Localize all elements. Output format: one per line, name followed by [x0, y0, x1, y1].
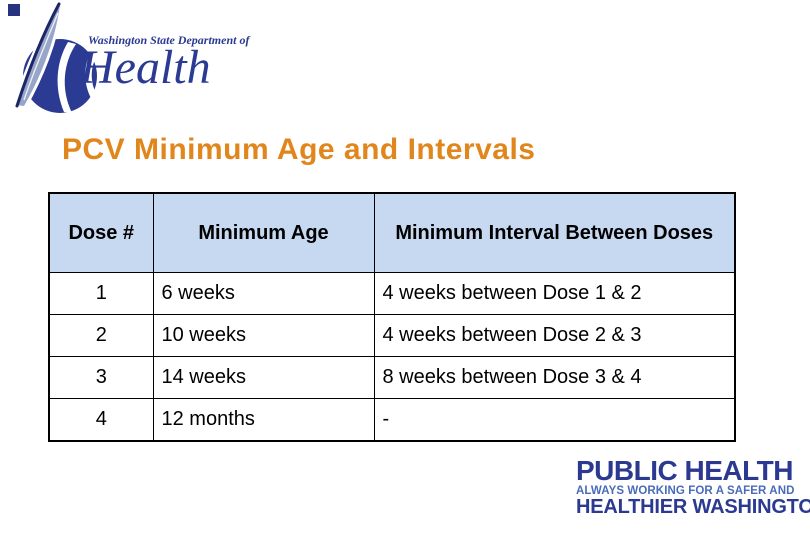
table-header-minimum-age: Minimum Age — [152, 192, 375, 273]
cell-minimum-interval: - — [373, 398, 736, 442]
cell-minimum-age: 6 weeks — [152, 272, 375, 315]
slide-title: PCV Minimum Age and Intervals — [62, 133, 536, 166]
table-header-row: Dose # Minimum Age Minimum Interval Betw… — [48, 192, 736, 273]
doh-logo-department-text: Washington State Department of — [88, 33, 250, 47]
cell-minimum-interval: 4 weeks between Dose 2 & 3 — [373, 314, 736, 357]
cell-minimum-age: 10 weeks — [152, 314, 375, 357]
dose-table: Dose # Minimum Age Minimum Interval Betw… — [48, 192, 736, 442]
public-health-logo-tagline: ALWAYS WORKING FOR A SAFER AND — [576, 485, 795, 497]
logo-swoosh2-icon — [85, 50, 97, 100]
corner-square-icon — [8, 4, 20, 16]
doh-logo-health-text: Health — [80, 41, 211, 94]
cell-minimum-interval: 4 weeks between Dose 1 & 2 — [373, 272, 736, 315]
table-row: 3 14 weeks 8 weeks between Dose 3 & 4 — [48, 356, 736, 399]
cell-minimum-interval: 8 weeks between Dose 3 & 4 — [373, 356, 736, 399]
cell-minimum-age: 14 weeks — [152, 356, 375, 399]
feather-edge-icon — [15, 2, 61, 108]
table-row: 4 12 months - — [48, 398, 736, 442]
feather-shaft-icon — [23, 12, 59, 101]
cell-dose-number: 2 — [48, 314, 154, 357]
cell-dose-number: 3 — [48, 356, 154, 399]
public-health-logo-subtitle: HEALTHIER WASHINGTON — [576, 496, 810, 518]
table-row: 1 6 weeks 4 weeks between Dose 1 & 2 — [48, 272, 736, 315]
cell-dose-number: 4 — [48, 398, 154, 442]
doh-logo: Washington State Department of Health — [0, 0, 260, 120]
table-row: 2 10 weeks 4 weeks between Dose 2 & 3 — [48, 314, 736, 357]
table-header-minimum-interval: Minimum Interval Between Doses — [373, 192, 736, 273]
cell-dose-number: 1 — [48, 272, 154, 315]
table-header-dose-number: Dose # — [48, 192, 154, 273]
public-health-logo: PUBLIC HEALTH ALWAYS WORKING FOR A SAFER… — [576, 455, 810, 518]
logo-swoosh-icon — [57, 42, 76, 113]
cell-minimum-age: 12 months — [152, 398, 375, 442]
public-health-logo-title: PUBLIC HEALTH — [576, 455, 793, 486]
doh-logo-mark-icon — [8, 2, 97, 113]
